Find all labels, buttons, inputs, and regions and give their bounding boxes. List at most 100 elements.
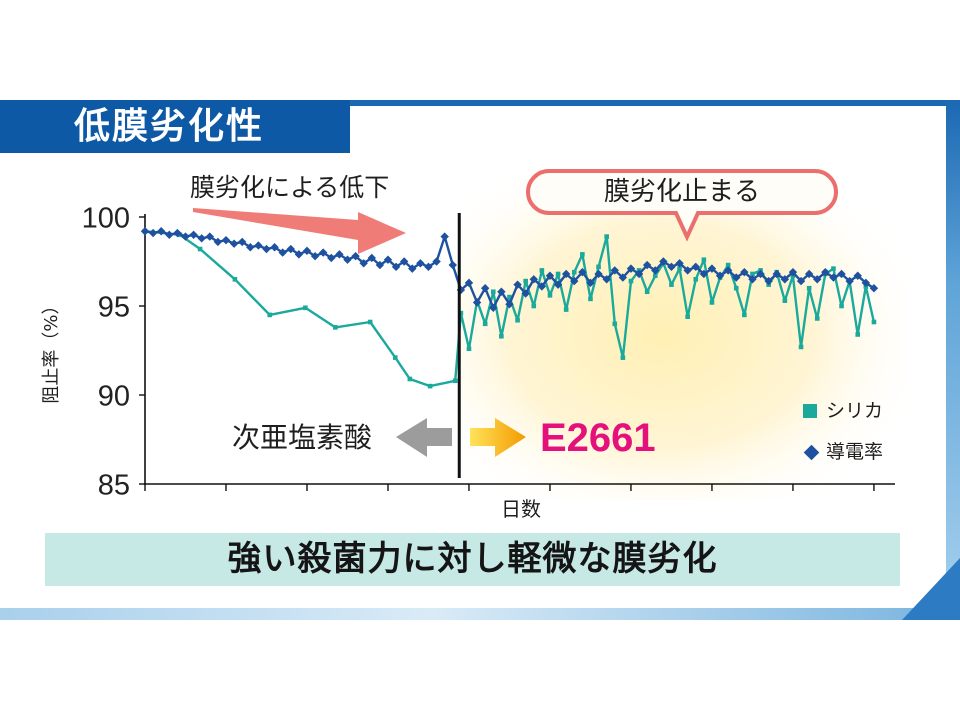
conductivity-point <box>489 303 498 312</box>
conductivity-point <box>262 244 271 254</box>
silica-point <box>555 271 561 277</box>
conductivity-point <box>359 259 368 268</box>
silica-point <box>515 317 520 323</box>
conductivity-point <box>772 269 781 279</box>
conductivity-point <box>723 266 733 275</box>
silica-point <box>571 269 577 275</box>
conductivity-point <box>756 269 765 279</box>
conductivity-point <box>197 234 206 243</box>
silica-point <box>814 316 820 321</box>
conductivity-point <box>667 262 676 272</box>
before-treatment-label: 次亜塩素酸 <box>232 421 373 454</box>
conductivity-point <box>699 269 709 279</box>
conductivity-point <box>861 278 871 288</box>
silica-point <box>539 268 545 273</box>
summary-text: 強い殺菌力に対し軽微な膜劣化 <box>227 539 718 579</box>
conductivity-point <box>278 248 287 257</box>
conductivity-point <box>659 257 668 266</box>
legend-silica-swatch <box>803 404 817 418</box>
conductivity-point <box>173 228 182 238</box>
silica-point <box>523 278 528 284</box>
y-tick-label: 85 <box>98 469 130 501</box>
legend-conductivity-label: 導電率 <box>826 441 884 463</box>
conductivity-point <box>432 257 441 266</box>
y-axis-title: 阻止率（%） <box>41 296 62 404</box>
series-layer <box>140 227 879 389</box>
conductivity-point <box>448 260 457 270</box>
silica-point <box>367 319 373 325</box>
conductivity-point <box>391 262 401 272</box>
conductivity-point <box>821 267 830 277</box>
silica-point <box>831 266 836 271</box>
conductivity-point <box>254 241 263 250</box>
silica-point <box>458 310 464 316</box>
silica-point <box>750 271 755 277</box>
silica-point <box>693 277 699 282</box>
silica-point <box>466 346 472 352</box>
conductivity-point <box>796 276 806 286</box>
silica-point <box>232 277 238 282</box>
conductivity-point <box>545 271 555 280</box>
conductivity-point <box>181 232 190 241</box>
plateau-annotation: 膜劣化止まる <box>603 177 760 207</box>
conductivity-point <box>602 275 611 284</box>
conductivity-point <box>294 250 304 259</box>
silica-point <box>701 257 707 263</box>
conductivity-point <box>618 273 628 282</box>
conductivity-point <box>140 227 150 236</box>
conductivity-point <box>156 227 166 236</box>
conductivity-point <box>497 287 506 296</box>
silica-point <box>628 278 634 284</box>
conductivity-point <box>383 255 393 264</box>
conductivity-point <box>189 230 198 239</box>
conductivity-point <box>675 259 684 268</box>
conductivity-point <box>213 237 223 247</box>
conductivity-point <box>367 253 376 263</box>
silica-point <box>612 321 618 327</box>
conductivity-point <box>335 250 344 259</box>
conductivity-point <box>748 275 757 284</box>
silica-point <box>652 273 658 279</box>
conductivity-point <box>853 271 862 280</box>
conductivity-point <box>715 271 725 280</box>
conductivity-series <box>140 227 879 312</box>
panel-top-border <box>0 100 960 106</box>
conductivity-point <box>464 278 474 288</box>
conductivity-point <box>302 246 312 256</box>
conductivity-point <box>764 276 773 286</box>
conductivity-point <box>642 260 652 270</box>
conductivity-point <box>286 244 295 254</box>
conductivity-point <box>634 269 644 279</box>
conductivity-point <box>424 262 433 272</box>
legend-silica-label: シリカ <box>826 400 884 422</box>
silica-point <box>547 293 553 298</box>
conductivity-point <box>513 280 522 289</box>
conductivity-point <box>229 239 239 248</box>
conductivity-point <box>408 264 417 273</box>
conductivity-point <box>740 267 749 277</box>
conductivity-point <box>165 230 174 239</box>
silica-point <box>303 305 308 311</box>
conductivity-point <box>594 269 603 279</box>
silica-point <box>725 262 731 268</box>
summary-band: 強い殺菌力に対し軽微な膜劣化 <box>45 533 900 586</box>
conductivity-point <box>707 264 717 273</box>
silica-point <box>392 355 398 360</box>
silica-point <box>855 332 861 337</box>
y-tick-label: 100 <box>82 202 130 234</box>
conductivity-point <box>351 251 360 261</box>
conductivity-point <box>610 266 619 275</box>
conductivity-point <box>529 275 538 284</box>
conductivity-point <box>472 298 482 307</box>
silica-point <box>644 289 650 295</box>
silica-point <box>531 303 537 309</box>
conductivity-point <box>683 266 692 275</box>
silica-point <box>620 355 626 360</box>
conductivity-point <box>505 300 514 309</box>
silica-point <box>333 325 338 330</box>
conductivity-point <box>270 243 279 252</box>
conductivity-point <box>561 269 571 279</box>
conductivity-point <box>626 264 636 273</box>
conductivity-point <box>327 253 336 263</box>
conductivity-point <box>399 257 409 266</box>
